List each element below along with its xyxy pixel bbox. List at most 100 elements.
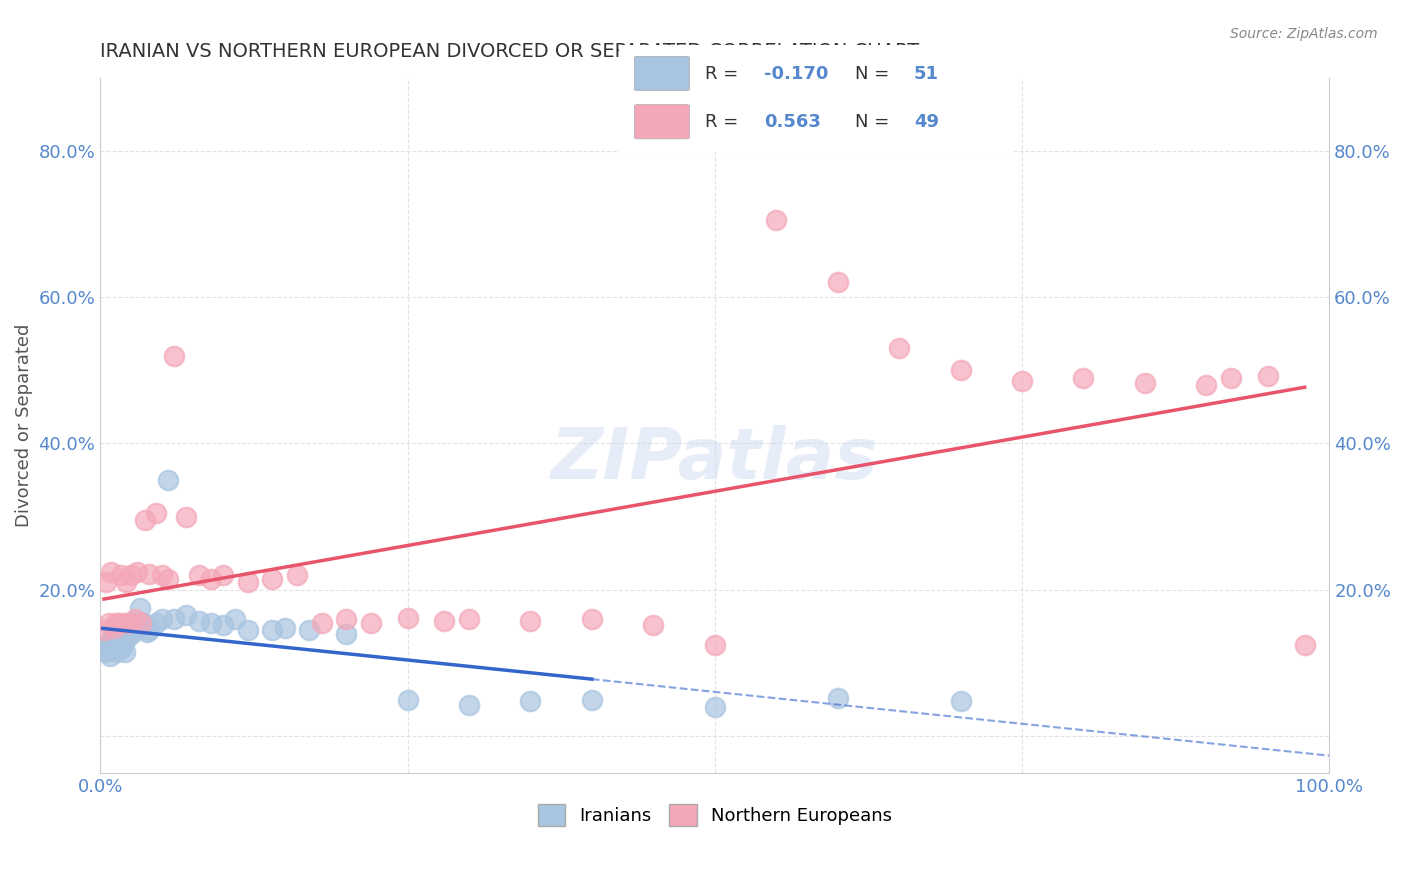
Legend: Iranians, Northern Europeans: Iranians, Northern Europeans <box>530 797 900 833</box>
Point <box>176 608 198 623</box>
Point <box>117 623 139 637</box>
Point <box>1133 376 1156 391</box>
Point <box>827 276 849 290</box>
Point <box>112 628 135 642</box>
Point <box>1011 374 1033 388</box>
Point <box>134 513 156 527</box>
FancyBboxPatch shape <box>634 56 689 91</box>
Point <box>335 626 357 640</box>
Point <box>111 641 134 656</box>
Point <box>93 642 115 657</box>
Point <box>236 575 259 590</box>
Text: ZIPatlas: ZIPatlas <box>551 425 879 494</box>
Text: 51: 51 <box>914 64 939 82</box>
Point <box>93 623 115 637</box>
Point <box>97 615 120 630</box>
Point <box>115 575 138 590</box>
Point <box>138 566 160 581</box>
Point <box>118 628 141 642</box>
Point <box>104 635 127 649</box>
Point <box>827 691 849 706</box>
Point <box>121 625 143 640</box>
Point <box>396 692 419 706</box>
Point <box>200 615 222 630</box>
Point <box>145 615 167 630</box>
Point <box>100 634 122 648</box>
Text: Source: ZipAtlas.com: Source: ZipAtlas.com <box>1230 27 1378 41</box>
Point <box>949 694 972 708</box>
Text: 0.563: 0.563 <box>765 112 821 130</box>
Point <box>433 614 456 628</box>
Point <box>224 612 246 626</box>
Point <box>127 623 149 637</box>
Point <box>1219 370 1241 384</box>
Text: N =: N = <box>855 64 894 82</box>
Point <box>262 623 284 637</box>
Point <box>212 568 235 582</box>
Point <box>156 473 179 487</box>
Point <box>187 568 209 582</box>
Text: N =: N = <box>855 112 894 130</box>
Point <box>335 612 357 626</box>
Point <box>581 692 603 706</box>
Point <box>110 638 132 652</box>
Text: -0.170: -0.170 <box>765 64 828 82</box>
Point <box>120 568 142 582</box>
Point <box>101 623 124 637</box>
Point <box>112 615 135 630</box>
Point <box>128 601 150 615</box>
Point <box>105 640 128 654</box>
Text: R =: R = <box>706 112 744 130</box>
Point <box>124 612 146 626</box>
Point <box>273 621 295 635</box>
Point <box>581 612 603 626</box>
Point <box>163 612 186 626</box>
Point <box>117 615 139 630</box>
Point <box>949 363 972 377</box>
Point <box>1294 638 1316 652</box>
Point <box>98 648 121 663</box>
Point <box>107 645 129 659</box>
Point <box>176 509 198 524</box>
Point <box>129 615 152 630</box>
Point <box>150 612 173 626</box>
Point <box>458 612 481 626</box>
Point <box>94 641 117 656</box>
Point <box>703 699 725 714</box>
Point <box>96 645 118 659</box>
Point <box>298 623 321 637</box>
Point <box>765 213 787 227</box>
Point <box>124 621 146 635</box>
Point <box>136 625 159 640</box>
Point <box>236 623 259 637</box>
Point <box>107 626 129 640</box>
Point <box>107 615 129 630</box>
Point <box>156 572 179 586</box>
Text: 49: 49 <box>914 112 939 130</box>
Point <box>643 618 665 632</box>
Point <box>311 615 333 630</box>
Point <box>96 575 118 590</box>
Point <box>105 615 128 630</box>
Point <box>150 568 173 582</box>
Point <box>110 568 132 582</box>
Text: R =: R = <box>706 64 744 82</box>
Point <box>285 568 308 582</box>
Point <box>145 506 167 520</box>
Point <box>1073 370 1095 384</box>
Point <box>100 565 122 579</box>
Point <box>103 621 125 635</box>
FancyBboxPatch shape <box>634 104 689 139</box>
Text: IRANIAN VS NORTHERN EUROPEAN DIVORCED OR SEPARATED CORRELATION CHART: IRANIAN VS NORTHERN EUROPEAN DIVORCED OR… <box>100 42 920 61</box>
Point <box>1257 369 1279 384</box>
Y-axis label: Divorced or Separated: Divorced or Separated <box>15 324 32 527</box>
Point <box>138 623 160 637</box>
Point <box>703 638 725 652</box>
Point <box>120 615 142 630</box>
Point <box>262 572 284 586</box>
Point <box>519 694 541 708</box>
Point <box>396 610 419 624</box>
Point <box>97 640 120 654</box>
Point <box>1195 378 1218 392</box>
Point <box>200 572 222 586</box>
